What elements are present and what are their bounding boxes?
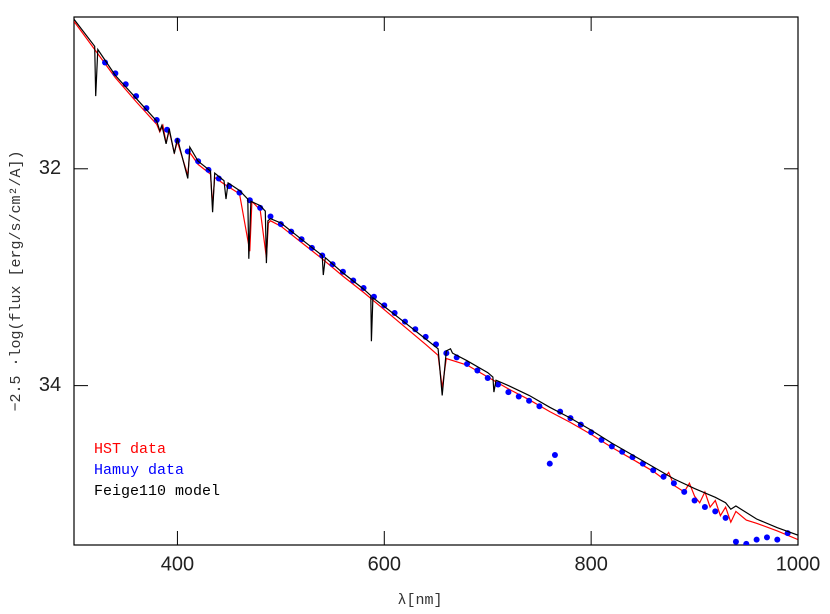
x-tick-label: 400 [161, 553, 194, 575]
data-point [153, 116, 160, 123]
data-point [143, 105, 150, 112]
y-tick-label: 34 [39, 374, 61, 396]
data-point [732, 538, 739, 545]
data-point [102, 59, 109, 66]
data-point [608, 443, 615, 450]
data-point [515, 393, 522, 400]
data-point [650, 467, 657, 474]
data-point [381, 302, 388, 309]
plot-area [74, 18, 798, 545]
data-point [267, 213, 274, 220]
data-point [546, 460, 553, 467]
data-point [360, 285, 367, 292]
x-tick-label: 600 [368, 553, 401, 575]
data-point [701, 504, 708, 511]
legend-entry: Feige110 model [94, 483, 220, 500]
data-point [536, 403, 543, 410]
data-point [774, 536, 781, 543]
data-point [391, 309, 398, 316]
data-point [484, 375, 491, 382]
data-point [722, 514, 729, 521]
data-point [763, 534, 770, 541]
data-point [598, 436, 605, 443]
data-point [681, 488, 688, 495]
legend-entry: Hamuy data [94, 462, 184, 479]
data-point [133, 93, 140, 100]
data-point [474, 367, 481, 374]
x-tick-label: 800 [574, 553, 607, 575]
y-tick-label: 32 [39, 157, 61, 179]
data-point [670, 480, 677, 487]
x-tick-label: 1000 [776, 553, 821, 575]
data-point [495, 381, 502, 388]
plot-frame [73, 16, 799, 546]
data-point [505, 389, 512, 396]
y-axis-label: −2.5 ·log(flux [erg/s/cm²/A]) [8, 150, 25, 411]
data-point [660, 473, 667, 480]
data-point [112, 70, 119, 77]
legend-entry: HST data [94, 441, 166, 458]
data-point [743, 540, 750, 545]
data-point [526, 397, 533, 404]
data-point [339, 268, 346, 275]
data-point [551, 452, 558, 459]
x-axis-label: λ[nm] [397, 592, 442, 609]
data-point [412, 326, 419, 333]
data-point [464, 360, 471, 367]
data-point [712, 508, 719, 515]
data-point [236, 189, 243, 196]
data-point [691, 497, 698, 504]
series-line [74, 18, 798, 536]
data-point [753, 536, 760, 543]
